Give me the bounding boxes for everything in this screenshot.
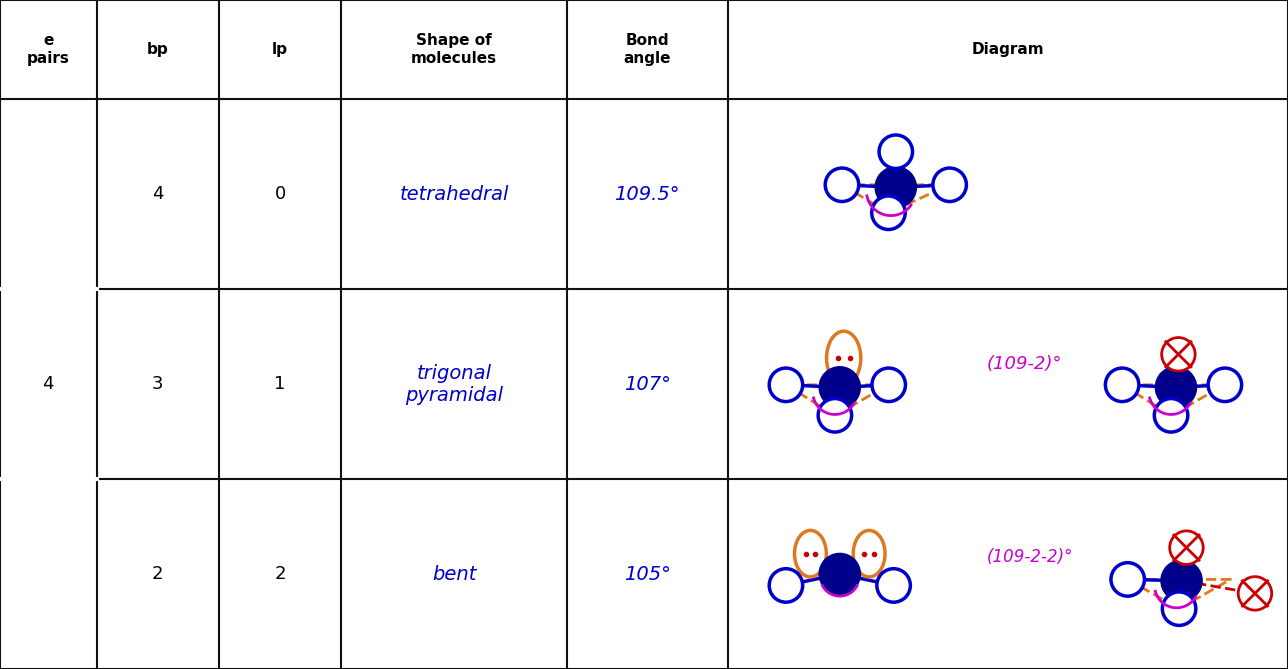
Ellipse shape (818, 399, 851, 432)
Ellipse shape (872, 196, 905, 229)
Ellipse shape (769, 368, 802, 401)
Ellipse shape (769, 569, 802, 602)
Ellipse shape (875, 167, 916, 208)
Ellipse shape (1162, 338, 1195, 371)
Text: 3: 3 (152, 375, 164, 393)
Text: 4: 4 (152, 185, 164, 203)
Ellipse shape (877, 569, 911, 602)
Ellipse shape (1162, 592, 1195, 626)
Text: lp: lp (272, 42, 289, 57)
Ellipse shape (933, 168, 966, 201)
Ellipse shape (1170, 531, 1203, 565)
Text: e
pairs: e pairs (27, 33, 70, 66)
Ellipse shape (1112, 563, 1145, 596)
Text: Bond
angle: Bond angle (623, 33, 671, 66)
Ellipse shape (872, 368, 905, 401)
Text: 2: 2 (152, 565, 164, 583)
Ellipse shape (819, 367, 860, 408)
Text: (109-2)°: (109-2)° (987, 355, 1063, 373)
Ellipse shape (1208, 368, 1242, 401)
Ellipse shape (1160, 560, 1202, 601)
Text: Shape of
molecules: Shape of molecules (411, 33, 497, 66)
Text: 1: 1 (274, 375, 286, 393)
Text: bent: bent (431, 565, 477, 583)
Ellipse shape (826, 168, 859, 201)
Text: 0: 0 (274, 185, 286, 203)
Text: 107°: 107° (623, 375, 671, 393)
Ellipse shape (1105, 368, 1139, 401)
Ellipse shape (878, 135, 912, 169)
Text: trigonal
pyramidal: trigonal pyramidal (404, 363, 504, 405)
Text: Diagram: Diagram (971, 42, 1045, 57)
Text: (109-2-2)°: (109-2-2)° (987, 549, 1073, 566)
Ellipse shape (1155, 367, 1197, 408)
Text: 109.5°: 109.5° (614, 185, 680, 203)
Ellipse shape (1154, 399, 1188, 432)
Text: 105°: 105° (623, 565, 671, 583)
Text: 4: 4 (43, 375, 54, 393)
Ellipse shape (819, 553, 860, 595)
Text: 2: 2 (274, 565, 286, 583)
Text: bp: bp (147, 42, 169, 57)
Text: tetrahedral: tetrahedral (399, 185, 509, 203)
Ellipse shape (1238, 577, 1271, 610)
